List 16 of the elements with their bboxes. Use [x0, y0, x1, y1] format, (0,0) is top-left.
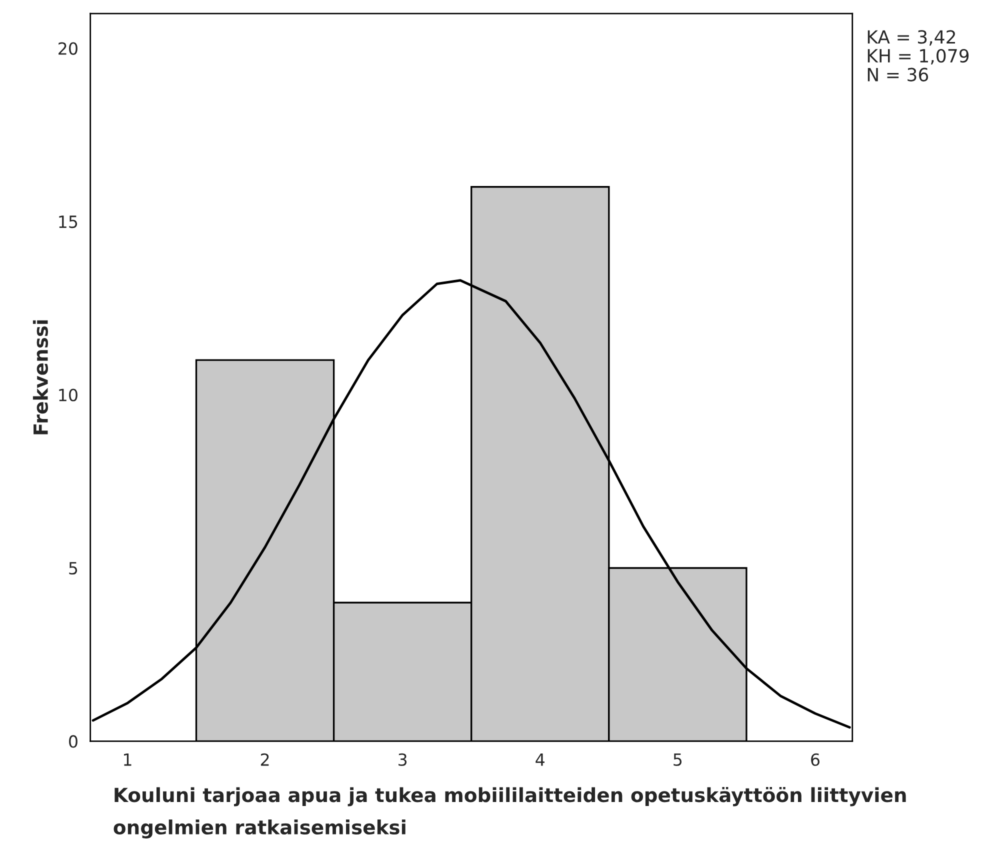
x-tick-label: 5: [674, 754, 682, 766]
text: KH = 1,079: [868, 48, 969, 64]
y-tick-label: 0: [69, 735, 78, 748]
x-tick-label: 4: [536, 754, 545, 766]
y-tick-label: 10: [59, 388, 78, 402]
y-axis-title: Frekvenssi: [32, 320, 48, 434]
x-axis-title: Kouluni tarjoaa apua ja tukea mobiililaitteiden opetuskäyttöön liittyvien ongelmien ratkaisemiseksi: [114, 786, 906, 838]
text: N = 36: [868, 68, 928, 82]
y-tick-label: 15: [59, 216, 78, 228]
x-tick-label: 2: [260, 753, 269, 766]
text: KA = 3,42: [868, 30, 955, 46]
y-tick-label: 20: [58, 42, 78, 55]
y-tick-label: 5: [69, 562, 78, 575]
x-tick-label: 3: [398, 753, 407, 766]
x-tick-label: 6: [811, 753, 820, 766]
x-tick-label: 1: [124, 754, 132, 766]
